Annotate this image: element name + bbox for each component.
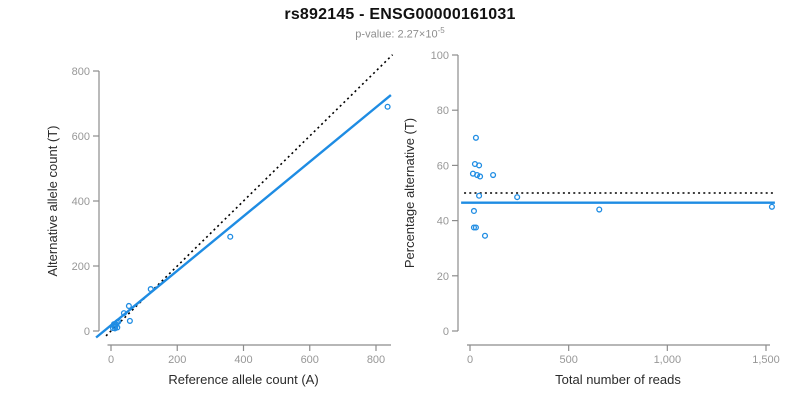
x-tick-label: 0 [108, 354, 114, 366]
x-tick-label: 800 [367, 354, 385, 366]
y-tick-label: 80 [437, 105, 449, 117]
x-tick-label: 0 [467, 354, 473, 366]
y-tick-label: 400 [72, 196, 90, 208]
data-point [472, 134, 479, 141]
data-point [768, 203, 775, 210]
x-tick-label: 1,500 [752, 354, 780, 366]
x-tick-label: 400 [234, 354, 252, 366]
data-point [481, 232, 489, 239]
data-point [476, 192, 483, 199]
data-point [227, 233, 234, 240]
regression-line [95, 94, 392, 339]
data-point [472, 224, 479, 231]
data-point [384, 103, 391, 110]
data-point [147, 286, 154, 293]
data-point [470, 207, 477, 214]
data-point [126, 317, 133, 324]
identity-line [105, 54, 394, 337]
data-point [514, 194, 521, 201]
data-point [112, 323, 119, 330]
data-point [596, 206, 603, 213]
y-tick-label: 60 [437, 160, 449, 172]
data-point [476, 162, 483, 169]
data-point [490, 172, 497, 179]
x-tick-label: 1,000 [654, 354, 682, 366]
y-tick-label: 20 [437, 271, 449, 283]
y-tick-label: 600 [72, 131, 90, 143]
y-axis-title: Alternative allele count (T) [45, 125, 60, 276]
x-tick-label: 200 [168, 354, 186, 366]
data-point [477, 173, 484, 180]
y-tick-label: 100 [431, 50, 449, 62]
pvalue-exponent: -5 [437, 26, 445, 35]
data-point [474, 172, 481, 179]
x-tick-label: 600 [301, 354, 319, 366]
plot-title: rs892145 - ENSG00000161031 [284, 6, 516, 23]
percentage-alternative-scatter: 0 500 1,000 1,500 0 20 40 60 80 100 Total number o… [402, 50, 780, 387]
data-point [125, 302, 132, 310]
y-tick-label: 40 [437, 216, 449, 228]
y-tick-label: 800 [72, 66, 90, 78]
data-point [470, 224, 477, 231]
data-point [120, 310, 127, 317]
x-axis-title: Total number of reads [555, 372, 681, 387]
plot-subtitle: p-value: 2.27×10-5 [0, 26, 800, 41]
y-tick-label: 0 [84, 326, 90, 338]
y-tick-label: 0 [443, 326, 449, 338]
allele-count-scatter: 0 200 400 600 800 0 200 400 600 800 Reference alle… [45, 54, 394, 387]
y-axis-title: Percentage alternative (T) [402, 118, 417, 268]
y-tick-label: 200 [72, 261, 90, 273]
x-axis-title: Reference allele count (A) [168, 372, 318, 387]
pvalue-text: p-value: 2.27×10 [355, 28, 438, 41]
x-tick-label: 500 [559, 354, 577, 366]
